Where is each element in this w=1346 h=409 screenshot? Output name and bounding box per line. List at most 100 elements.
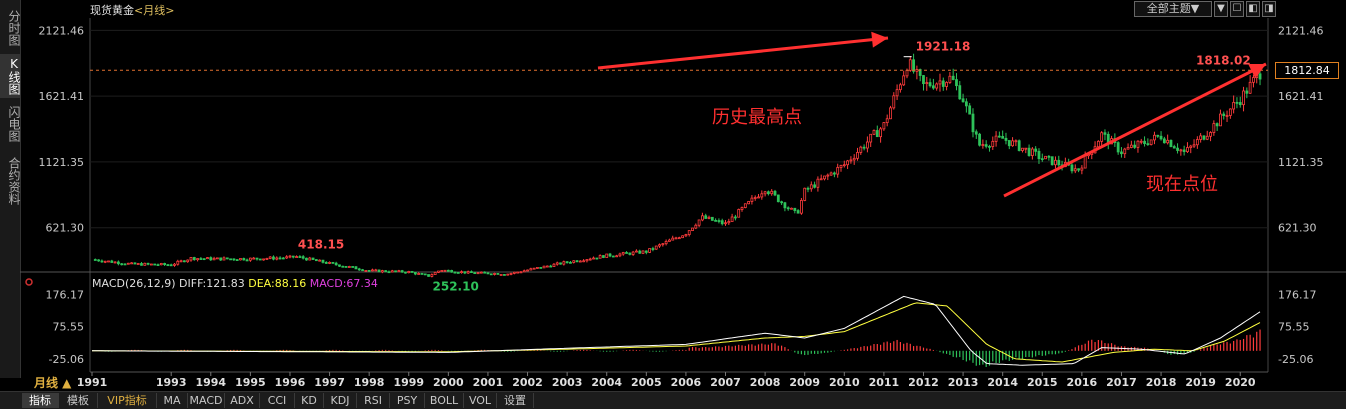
candle-body	[423, 273, 427, 276]
candle-body	[1116, 142, 1120, 153]
candle-body	[450, 270, 454, 273]
tab-cci[interactable]: CCI	[260, 393, 295, 408]
candle-body	[836, 167, 840, 175]
candle-body	[1166, 139, 1170, 144]
candle-body	[311, 257, 315, 260]
candle-body	[159, 263, 163, 266]
candle-body	[1149, 139, 1153, 145]
candle-body	[615, 255, 619, 258]
theme-dropdown[interactable]: 全部主题▼	[1134, 1, 1212, 17]
candle-body	[1172, 146, 1176, 149]
tab-indicators[interactable]: 指标	[22, 393, 59, 408]
split-left-icon[interactable]: ◧	[1246, 1, 1260, 17]
candle-body	[1205, 135, 1209, 140]
candle-body	[813, 184, 817, 188]
candle-body	[968, 105, 972, 115]
tab-templates[interactable]: 模板	[59, 393, 98, 408]
candle-body	[988, 145, 991, 148]
tab-vol[interactable]: VOL	[464, 393, 497, 408]
candle-body	[935, 83, 939, 89]
macd-dea-value: DEA:88.16	[248, 277, 307, 290]
candle-body	[1156, 134, 1160, 137]
candle-body	[938, 80, 942, 85]
tab-psy[interactable]: PSY	[390, 393, 425, 408]
candle-body	[724, 222, 727, 225]
candle-body	[737, 209, 741, 218]
period-name: <月线>	[134, 4, 175, 17]
candle-body	[1103, 132, 1107, 135]
candle-body	[463, 271, 467, 274]
candle-body	[770, 190, 774, 195]
candle-body	[809, 184, 813, 190]
arrow-to-current	[1003, 62, 1267, 198]
x-tick-label: 2001	[473, 376, 504, 389]
candle-body	[173, 263, 176, 266]
candle-body	[971, 113, 975, 133]
x-tick-label: 2015	[1027, 376, 1058, 389]
candle-body	[404, 271, 407, 274]
candle-body	[951, 75, 955, 80]
candle-body	[628, 252, 632, 255]
candle-body	[671, 237, 675, 241]
tab-time-sharing[interactable]: 分时图	[7, 10, 21, 46]
candle-body	[905, 69, 909, 77]
candle-body	[1222, 113, 1226, 117]
candle-body	[819, 178, 823, 181]
candle-body	[331, 261, 335, 264]
x-tick-label: 2014	[987, 376, 1018, 389]
candle-body	[179, 260, 183, 263]
tab-kd[interactable]: KD	[295, 393, 324, 408]
candle-body	[420, 273, 424, 275]
candle-body	[126, 262, 130, 265]
candle-body	[955, 79, 958, 87]
restore-icon[interactable]: ☐	[1230, 1, 1244, 17]
candle-body	[380, 270, 384, 273]
x-tick-label: 1999	[393, 376, 424, 389]
candle-body	[978, 133, 981, 146]
chart-title: 现货黄金<月线>	[90, 2, 174, 18]
candle-body	[925, 82, 929, 85]
label-recent-high: 1818.02	[1196, 53, 1251, 67]
candle-body	[898, 84, 902, 91]
candle-body	[816, 178, 820, 188]
tab-settings[interactable]: 设置	[497, 393, 534, 408]
tab-kdj[interactable]: KDJ	[324, 393, 357, 408]
tab-k-line[interactable]: K线图	[0, 54, 21, 98]
candle-body	[618, 253, 622, 257]
tab-ma[interactable]: MA	[157, 393, 188, 408]
candle-body	[120, 263, 124, 266]
tab-rsi[interactable]: RSI	[357, 393, 390, 408]
x-tick-label: 2006	[671, 376, 702, 389]
candle-body	[499, 274, 503, 276]
candle-body	[994, 135, 998, 142]
candle-body	[110, 260, 114, 263]
candle-body	[701, 215, 704, 221]
candle-body	[1238, 102, 1242, 106]
candle-body	[212, 257, 216, 261]
candle-body	[763, 191, 767, 195]
candle-body	[684, 234, 688, 237]
candle-body	[582, 260, 586, 263]
candle-body	[239, 258, 242, 261]
tab-vip-indicators[interactable]: VIP指标	[98, 393, 157, 408]
candle-body	[298, 256, 302, 258]
x-tick-label: 1998	[354, 376, 385, 389]
split-right-icon[interactable]: ◨	[1262, 1, 1276, 17]
tab-contract-info[interactable]: 合约资料	[7, 157, 21, 205]
candle-body	[1192, 144, 1196, 147]
period-selector[interactable]: 月线 ▲	[34, 376, 72, 390]
tab-adx[interactable]: ADX	[225, 393, 260, 408]
macd-pane-marker-icon[interactable]	[25, 278, 33, 286]
candle-body	[328, 261, 331, 264]
candle-body	[1146, 143, 1150, 146]
candle-body	[912, 59, 915, 72]
current-price-box: 1812.84	[1275, 62, 1339, 79]
candle-body	[222, 257, 226, 261]
tab-macd[interactable]: MACD	[188, 393, 225, 408]
tab-flash-chart[interactable]: 闪电图	[7, 106, 21, 142]
candle-body	[1242, 90, 1245, 106]
collapse-icon[interactable]: ▼	[1214, 1, 1228, 17]
candle-body	[743, 203, 747, 208]
tab-boll[interactable]: BOLL	[425, 393, 464, 408]
candle-body	[265, 258, 269, 260]
